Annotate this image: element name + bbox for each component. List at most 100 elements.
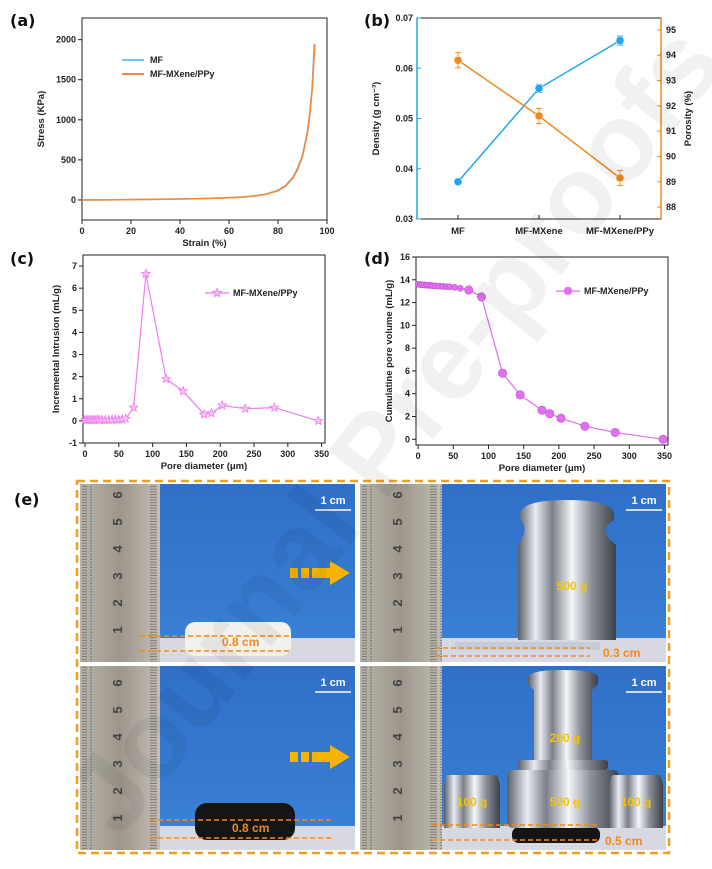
ruler-number: 2 — [110, 599, 125, 606]
y-axis-label: Incremental Intrusion (mL/g) — [51, 285, 62, 413]
x-tick-label: 50 — [114, 449, 124, 459]
ruler-number: 6 — [390, 491, 405, 498]
scale-bar-label: 1 cm — [631, 495, 656, 507]
y-tick-label: 5 — [72, 305, 77, 315]
ruler-number: 2 — [110, 787, 125, 794]
x-category-label: MF-MXene/PPy — [586, 226, 655, 237]
ruler-number: 1 — [110, 626, 125, 633]
y-tick-label: 2 — [72, 372, 77, 382]
ruler-number: 1 — [390, 626, 405, 633]
sample-white — [185, 622, 291, 656]
weight-label: 500 g — [557, 579, 588, 593]
thickness-label: 0.5 cm — [605, 834, 642, 848]
y-tick-label: -1 — [69, 438, 77, 448]
ruler-number: 3 — [110, 760, 125, 767]
ruler-number: 2 — [390, 787, 405, 794]
ruler-number: 3 — [390, 572, 405, 579]
y2-tick-label: 92 — [666, 101, 676, 111]
y-axis-label: Cumulatine pore volume (mL/g) — [384, 280, 395, 423]
x-tick-label: 300 — [280, 449, 295, 459]
y-tick-label: 12 — [400, 298, 410, 308]
y-tick-label: 16 — [400, 252, 410, 262]
data-point-circle — [498, 368, 508, 378]
x-tick-label: 80 — [273, 226, 283, 236]
weight-label: 500 g — [550, 795, 581, 809]
ruler-number: 4 — [110, 733, 125, 741]
arrow-dash — [301, 752, 309, 762]
scale-bar-label: 1 cm — [320, 495, 345, 507]
weight-neck — [518, 760, 608, 770]
arrow-dash — [301, 568, 309, 578]
x-axis-label: Strain (%) — [182, 238, 226, 249]
weight-500g — [507, 770, 619, 828]
y2-tick-label: 93 — [666, 76, 676, 86]
data-point-star — [120, 413, 131, 424]
panel-label: (b) — [364, 11, 390, 30]
data-point-circle — [537, 405, 547, 415]
y-tick-label: 0 — [405, 434, 410, 444]
data-point-right — [615, 173, 625, 183]
data-point-circle — [457, 285, 464, 292]
legend-marker — [563, 286, 573, 296]
ruler-number: 6 — [110, 491, 125, 498]
y-tick-label: 2 — [405, 412, 410, 422]
data-point-star — [140, 268, 152, 279]
x-tick-label: 0 — [416, 451, 421, 461]
y-tick-label: 500 — [61, 155, 76, 165]
ruler-number: 4 — [390, 733, 405, 741]
data-point-right — [453, 56, 463, 65]
ruler-ticks — [430, 484, 442, 662]
data-point-right — [534, 111, 544, 121]
data-point-circle — [556, 413, 566, 423]
y-axis-label: Stress (KPa) — [36, 91, 47, 148]
data-point-circle — [545, 409, 555, 419]
y-tick-label: 7 — [72, 261, 77, 271]
data-point-circle — [464, 285, 474, 295]
plot-frame — [81, 17, 328, 221]
ruler-ticks — [362, 666, 372, 850]
x-tick-label: 50 — [448, 451, 458, 461]
ruler — [80, 484, 160, 662]
sample-compressed — [455, 642, 600, 650]
thickness-label: 0.8 cm — [232, 821, 269, 835]
x-tick-label: 300 — [622, 451, 637, 461]
x-category-label: MF-MXene — [515, 226, 563, 237]
y-tick-label: 8 — [405, 343, 410, 353]
panel-label: (c) — [10, 249, 34, 268]
arrow-icon — [312, 561, 350, 585]
y2-tick-label: 94 — [666, 50, 676, 60]
ruler-number: 2 — [390, 599, 405, 606]
data-point-circle — [476, 292, 486, 302]
photo-3: 1 2 3 4 5 6 1 cm 0.8 cm — [80, 666, 355, 850]
ruler-number: 5 — [390, 518, 405, 525]
y-tick-label: 6 — [405, 366, 410, 376]
plot-frame — [82, 254, 326, 444]
chart-b: (b) 0.03 0.04 0.05 0.06 0.07 88 89 90 91 92 93 94 95 M… — [364, 11, 694, 237]
x-tick-label: 350 — [657, 451, 672, 461]
ruler-number: 1 — [110, 814, 125, 821]
y-tick-label: 0.06 — [395, 63, 413, 73]
arrow-icon — [312, 745, 350, 769]
arrow-dash — [290, 568, 298, 578]
x-tick-label: 0 — [79, 226, 84, 236]
weight-label: 100 g — [621, 795, 652, 809]
y2-tick-label: 95 — [666, 25, 676, 35]
legend-label: MF-MXene/PPy — [584, 286, 649, 296]
y-tick-label: 0.07 — [395, 13, 413, 23]
ruler-number: 5 — [110, 706, 125, 713]
y-tick-label: 0.04 — [395, 164, 413, 174]
plot-frame — [415, 256, 669, 446]
y-tick-label: 4 — [405, 389, 410, 399]
ruler-number: 4 — [110, 545, 125, 553]
y-tick-label: 6 — [72, 283, 77, 293]
ruler-number: 3 — [390, 760, 405, 767]
data-point-star — [128, 402, 140, 413]
y2-axis-label: Porosity (%) — [683, 91, 694, 146]
x-tick-label: 150 — [516, 451, 531, 461]
data-point-star — [198, 408, 210, 419]
x-axis-label: Pore diameter (μm) — [161, 461, 248, 472]
x-tick-label: 250 — [247, 449, 262, 459]
ruler-number: 6 — [390, 679, 405, 686]
ruler — [360, 666, 442, 850]
data-point-left — [453, 177, 463, 187]
